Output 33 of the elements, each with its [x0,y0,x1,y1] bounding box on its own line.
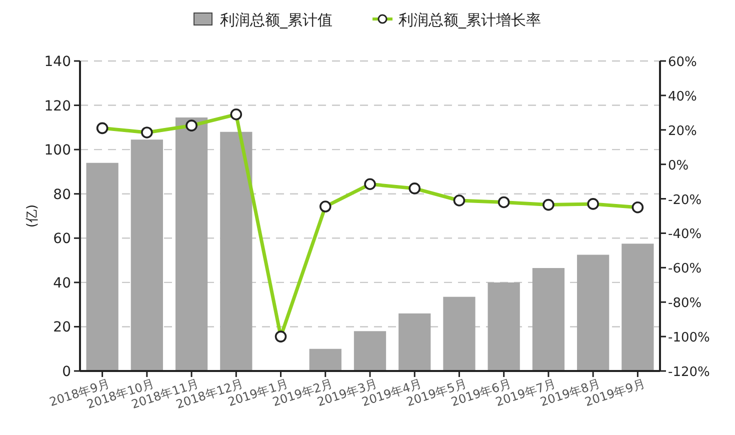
y-tick-label: 80 [53,186,71,203]
bar [309,348,342,371]
bar [488,282,520,371]
y-tick-label: 0 [62,364,71,380]
bar [220,132,252,371]
y2-tick-label: -80% [668,296,702,312]
y2-tick-label: -20% [668,192,702,208]
y2-tick-label: 40% [668,89,697,104]
y2-tick-label: -40% [668,227,702,242]
bar [398,313,431,371]
y-tick-label: 140 [44,54,71,70]
bar [86,162,118,371]
y2-tick-label: 60% [668,55,697,70]
bar [175,117,208,371]
y2-tick-label: -100% [668,330,710,346]
y-axis-title: (亿) [25,204,40,228]
legend-label: 利润总额_累计增长率 [398,11,541,29]
y-tick-label: 40 [53,275,71,292]
y-tick-label: 60 [53,231,71,248]
y-tick-label: 120 [44,98,71,114]
bar [443,296,476,371]
bar [622,244,654,371]
bar [532,268,565,371]
bar [577,254,610,371]
legend-label: 利润总额_累计值 [220,11,332,29]
bar [130,140,163,371]
y2-tick-label: 0% [668,158,689,174]
y2-tick-label: 20% [668,124,697,139]
y2-tick-label: -60% [668,262,702,277]
y2-tick-label: -120% [668,365,710,380]
bar [354,331,386,371]
y-tick-label: 20 [53,320,71,336]
y-tick-label: 100 [44,142,71,159]
